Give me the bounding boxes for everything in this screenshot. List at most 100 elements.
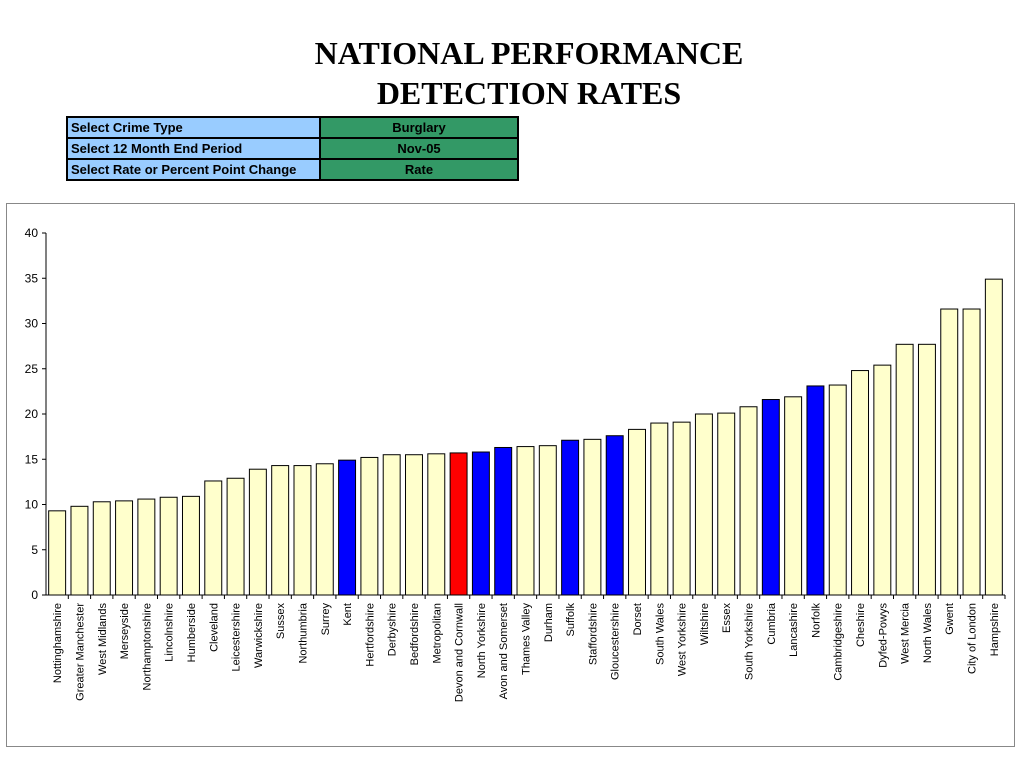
x-tick-label: South Wales (654, 603, 666, 665)
bar (828, 384, 847, 596)
x-tick-label: North Wales (922, 603, 934, 664)
bar (962, 308, 981, 596)
y-tick-label: 15 (25, 452, 39, 466)
x-tick-label: Dyfed-Powys (877, 603, 889, 668)
x-tick-label: Bedfordshire (409, 603, 421, 665)
x-tick-label: Greater Manchester (74, 603, 86, 701)
x-tick-label: Avon and Somerset (498, 603, 510, 699)
x-tick-label: West Yorkshire (677, 603, 689, 676)
rate-mode-label: Select Rate or Percent Point Change (66, 158, 321, 181)
x-tick-label: Northumbria (297, 602, 309, 663)
bar (784, 396, 803, 596)
x-tick-label: Metropolitan (431, 603, 443, 664)
x-tick-label: Staffordshire (587, 603, 599, 665)
bar (984, 278, 1003, 596)
crime-type-select[interactable]: Burglary (319, 116, 519, 139)
y-tick-label: 10 (25, 498, 39, 512)
y-tick-label: 25 (25, 362, 39, 376)
y-tick-label: 30 (25, 317, 39, 331)
x-tick-label: Northamptonshire (141, 603, 153, 690)
y-tick-label: 0 (31, 588, 38, 602)
x-tick-label: Cheshire (855, 603, 867, 647)
bar (717, 412, 736, 596)
y-tick-label: 35 (25, 271, 39, 285)
bar (204, 480, 223, 596)
x-tick-label: Norfolk (810, 603, 822, 638)
period-row: Select 12 Month End Period Nov-05 (66, 137, 519, 160)
x-tick-label: Cleveland (208, 603, 220, 652)
x-tick-label: Suffolk (565, 603, 577, 637)
x-tick-label: West Mercia (900, 602, 912, 664)
x-tick-label: Sussex (275, 603, 287, 640)
bar (248, 468, 267, 596)
x-tick-label: West Midlands (97, 603, 109, 675)
page-title-line1: NATIONAL PERFORMANCE (314, 35, 744, 71)
bar (494, 446, 513, 596)
x-tick-label: Thames Valley (521, 603, 533, 675)
bar (806, 385, 825, 596)
y-tick-label: 40 (25, 226, 39, 240)
bar (538, 445, 557, 596)
bar (583, 438, 602, 596)
bar (137, 498, 156, 596)
x-tick-label: North Yorkshire (476, 603, 488, 678)
bar (628, 428, 646, 596)
x-tick-label: Kent (342, 603, 354, 626)
bar (92, 501, 111, 596)
bar (226, 477, 245, 596)
x-tick-label: Essex (721, 603, 733, 633)
period-label: Select 12 Month End Period (66, 137, 321, 160)
x-tick-label: Cumbria (766, 602, 778, 644)
period-select[interactable]: Nov-05 (319, 137, 519, 160)
x-tick-label: Wiltshire (699, 603, 711, 645)
x-tick-label: Humberside (186, 603, 198, 662)
bar (181, 495, 200, 596)
crime-type-label: Select Crime Type (66, 116, 321, 139)
x-tick-label: Gloucestershire (610, 603, 622, 680)
bar (650, 422, 669, 596)
x-tick-label: Cambridgeshire (833, 603, 845, 681)
crime-type-row: Select Crime Type Burglary (66, 116, 519, 139)
x-tick-label: South Yorkshire (744, 603, 756, 680)
bar (360, 456, 379, 596)
y-tick-label: 5 (31, 543, 38, 557)
x-tick-label: Dorset (632, 603, 644, 635)
bar (293, 465, 312, 596)
bar (338, 459, 357, 596)
bar (739, 406, 758, 596)
chart-area: 0 5 10 15 20 25 30 35 40 Nottinghamshire Greater M… (6, 203, 1015, 747)
x-tick-label: Warwickshire (253, 603, 265, 668)
x-tick-label: Derbyshire (387, 603, 399, 656)
bar (405, 454, 423, 596)
bar (48, 510, 67, 596)
rate-mode-select[interactable]: Rate (319, 158, 519, 181)
bar (382, 454, 401, 596)
page-title-line2: DETECTION RATES (376, 75, 682, 111)
bar (895, 343, 914, 596)
x-tick-label: Merseyside (119, 603, 131, 659)
bar (940, 308, 959, 596)
bar (159, 496, 178, 596)
x-tick-label: Gwent (944, 603, 956, 635)
x-tick-label: Leicestershire (231, 603, 243, 671)
bar (694, 413, 713, 596)
bar (471, 451, 490, 596)
bar (271, 465, 290, 596)
x-tick-label: Hertfordshire (364, 603, 376, 667)
bar (851, 370, 870, 596)
x-tick-label: Lincolnshire (164, 603, 176, 662)
bar (873, 364, 892, 596)
bar (315, 463, 334, 596)
x-tick-label: Surrey (320, 603, 332, 636)
rate-row: Select Rate or Percent Point Change Rate (66, 158, 519, 181)
x-tick-label: Devon and Cornwall (454, 603, 466, 702)
bar-chart: 0 5 10 15 20 25 30 35 40 Nottinghamshire Greater M… (25, 226, 1006, 702)
bar (917, 343, 936, 596)
x-tick-label: City of London (967, 603, 979, 674)
x-tick-label: Lancashire (788, 603, 800, 657)
bar (115, 500, 134, 596)
bar (672, 421, 691, 596)
bar (427, 453, 446, 596)
bar (516, 446, 535, 596)
y-tick-label: 20 (25, 407, 39, 421)
